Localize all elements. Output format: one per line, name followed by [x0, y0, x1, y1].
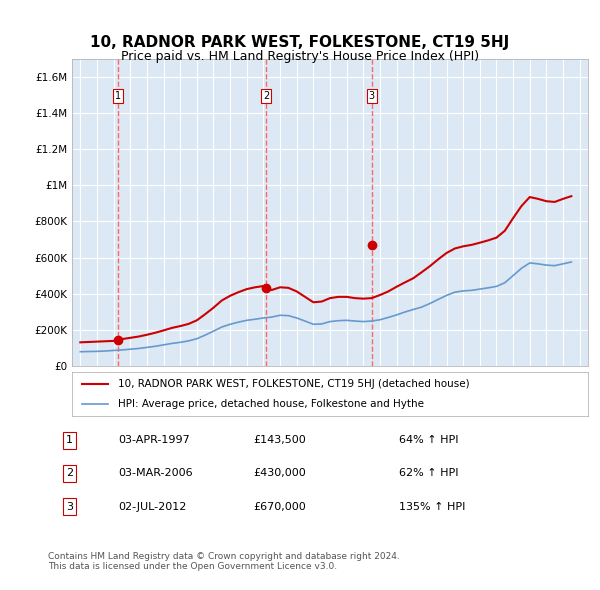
Text: 02-JUL-2012: 02-JUL-2012 — [118, 502, 187, 512]
Text: 3: 3 — [66, 502, 73, 512]
Text: 2: 2 — [66, 468, 73, 478]
Text: 10, RADNOR PARK WEST, FOLKESTONE, CT19 5HJ: 10, RADNOR PARK WEST, FOLKESTONE, CT19 5… — [91, 35, 509, 50]
Text: £143,500: £143,500 — [253, 435, 306, 445]
Text: 64% ↑ HPI: 64% ↑ HPI — [399, 435, 458, 445]
Text: 62% ↑ HPI: 62% ↑ HPI — [399, 468, 458, 478]
Text: 1: 1 — [66, 435, 73, 445]
Text: 135% ↑ HPI: 135% ↑ HPI — [399, 502, 466, 512]
Text: 1: 1 — [115, 91, 121, 101]
Text: 3: 3 — [368, 91, 374, 101]
Text: Contains HM Land Registry data © Crown copyright and database right 2024.
This d: Contains HM Land Registry data © Crown c… — [48, 552, 400, 571]
Text: £430,000: £430,000 — [253, 468, 306, 478]
Text: HPI: Average price, detached house, Folkestone and Hythe: HPI: Average price, detached house, Folk… — [118, 399, 424, 408]
Text: 10, RADNOR PARK WEST, FOLKESTONE, CT19 5HJ (detached house): 10, RADNOR PARK WEST, FOLKESTONE, CT19 5… — [118, 379, 470, 389]
Text: 2: 2 — [263, 91, 269, 101]
Text: 03-MAR-2006: 03-MAR-2006 — [118, 468, 193, 478]
Text: 03-APR-1997: 03-APR-1997 — [118, 435, 190, 445]
Text: Price paid vs. HM Land Registry's House Price Index (HPI): Price paid vs. HM Land Registry's House … — [121, 50, 479, 63]
Text: £670,000: £670,000 — [253, 502, 306, 512]
